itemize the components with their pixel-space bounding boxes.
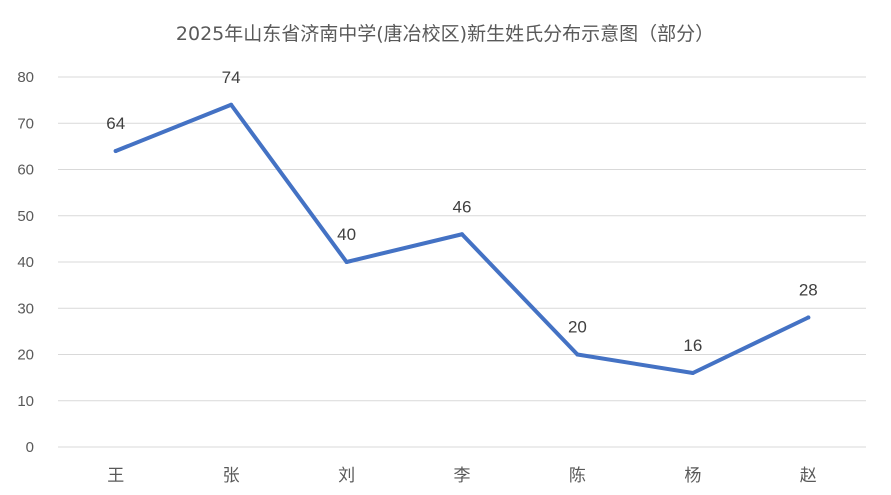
- data-point: [806, 315, 811, 320]
- data-labels: 64 74 40 46 20 16 28: [106, 68, 817, 355]
- data-label: 20: [568, 318, 587, 337]
- data-point: [690, 371, 695, 375]
- gridlines: [58, 76, 866, 448]
- data-point: [113, 149, 118, 153]
- data-point: [460, 232, 464, 237]
- y-tick-label: 10: [17, 393, 34, 410]
- x-category-label: 张: [223, 466, 240, 486]
- y-tick-label: 30: [17, 300, 34, 317]
- data-label: 74: [222, 68, 241, 87]
- data-label: 64: [106, 114, 125, 133]
- series-line: [113, 102, 811, 375]
- x-axis-category-labels: 王张刘李陈杨赵: [107, 466, 817, 486]
- data-label: 16: [683, 336, 702, 355]
- x-category-label: 王: [107, 466, 124, 486]
- y-tick-label: 60: [17, 162, 34, 179]
- data-label: 28: [799, 281, 818, 300]
- x-category-label: 陈: [569, 466, 586, 486]
- y-tick-label: 70: [17, 115, 34, 132]
- series-lines: [113, 102, 811, 375]
- chart-title: 2025年山东省济南中学(唐冶校区)新生姓氏分布示意图（部分）: [176, 23, 714, 45]
- y-tick-label: 50: [17, 208, 34, 225]
- x-category-label: 杨: [684, 466, 701, 486]
- data-point: [229, 102, 234, 107]
- data-point: [575, 352, 580, 357]
- y-axis-tick-labels: 0 10 20 30 40 50 60 70 80: [17, 69, 34, 456]
- data-label: 46: [453, 197, 472, 216]
- data-label: 40: [337, 225, 356, 244]
- x-category-label: 李: [454, 466, 471, 486]
- y-tick-label: 20: [17, 347, 34, 364]
- x-category-label: 刘: [338, 466, 355, 486]
- y-tick-label: 40: [17, 254, 34, 271]
- y-tick-label: 80: [17, 69, 34, 86]
- data-point: [344, 260, 349, 264]
- y-tick-label: 0: [26, 439, 34, 456]
- x-category-label: 赵: [800, 466, 817, 486]
